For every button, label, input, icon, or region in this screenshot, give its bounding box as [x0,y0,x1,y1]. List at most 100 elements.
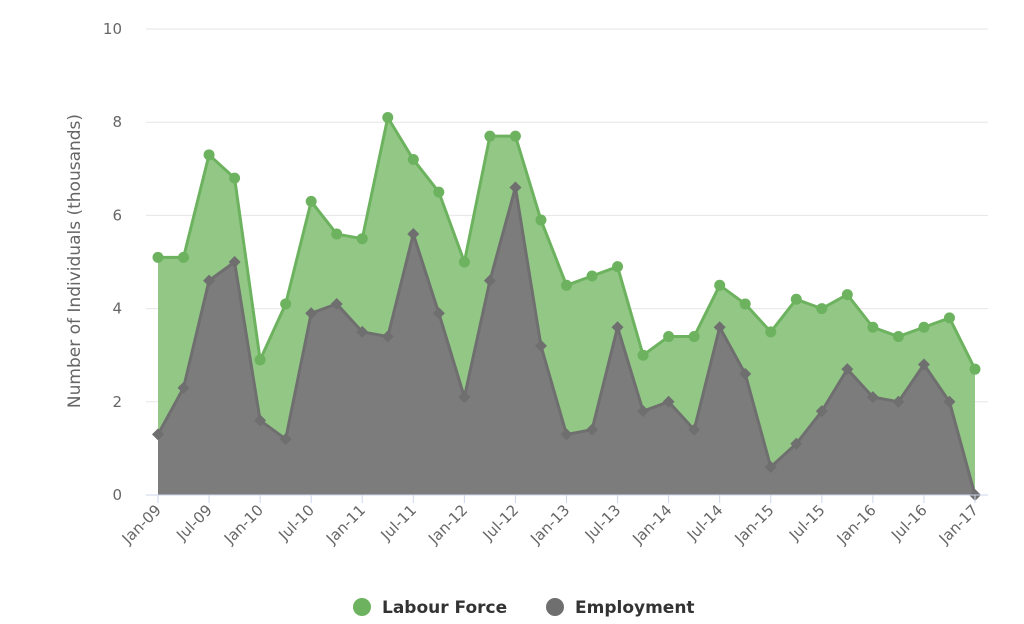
legend-label-labour-force: Labour Force [382,598,507,618]
point-employment[interactable] [841,363,854,376]
point-labour-force[interactable] [867,321,879,333]
point-employment[interactable] [892,395,905,408]
point-employment[interactable] [458,391,471,404]
point-employment[interactable] [203,274,216,287]
point-employment[interactable] [815,405,828,418]
x-tick-label: Jul-12 [479,501,523,545]
y-tick-label: 10 [103,20,122,38]
point-labour-force[interactable] [433,186,445,198]
point-employment[interactable] [713,321,726,334]
y-tick-label: 0 [112,486,122,504]
point-labour-force[interactable] [816,303,828,315]
point-employment[interactable] [943,395,956,408]
x-tick-labels: Jan-09 Jul-09 Jan-10 Jul-10 Jan-11 Jul-11 Jan-… [118,501,982,548]
x-tick-label: Jul-13 [581,501,625,545]
point-employment[interactable] [509,181,522,194]
legend-item-employment[interactable]: Employment [546,598,695,618]
point-labour-force[interactable] [969,363,981,375]
point-labour-force[interactable] [152,251,164,263]
x-tick-label: Jan-14 [628,501,675,548]
y-tick-labels: 0 2 4 6 8 10 [103,20,122,504]
point-employment[interactable] [764,461,777,474]
point-labour-force[interactable] [841,289,853,301]
point-employment[interactable] [637,405,650,418]
x-tick-label: Jul-15 [785,501,829,545]
point-employment[interactable] [330,297,343,310]
point-labour-force[interactable] [714,279,726,291]
x-tick-label: Jul-11 [377,501,421,545]
series-areas [158,117,975,495]
legend-marker-labour-force [353,598,371,616]
legend-marker-employment [546,598,564,616]
x-tick-label: Jan-12 [424,501,471,548]
point-labour-force[interactable] [203,149,215,161]
x-tick-label: Jul-10 [274,501,318,545]
x-tick-label: Jul-09 [172,501,216,545]
point-labour-force[interactable] [280,298,292,310]
legend-label-employment: Employment [575,598,695,618]
point-employment[interactable] [432,307,445,320]
point-employment[interactable] [790,437,803,450]
point-labour-force[interactable] [943,312,955,324]
point-labour-force[interactable] [458,256,470,268]
point-labour-force[interactable] [484,130,496,142]
point-labour-force[interactable] [586,270,598,282]
x-tick-label: Jan-16 [833,501,880,548]
x-tick-label: Jan-10 [220,501,267,548]
point-employment[interactable] [688,423,701,436]
x-tick-label: Jan-13 [526,501,573,548]
point-labour-force[interactable] [561,279,572,291]
x-tick-label: Jul-16 [887,501,931,545]
y-axis-title: Number of Individuals (thousands) [65,114,85,408]
point-labour-force[interactable] [356,233,368,245]
point-labour-force[interactable] [637,349,649,361]
y-tick-label: 4 [112,300,122,318]
point-employment[interactable] [739,367,752,380]
point-labour-force[interactable] [254,354,266,366]
y-tick-label: 2 [112,393,122,411]
point-employment[interactable] [356,325,369,338]
point-employment[interactable] [560,428,573,441]
point-employment[interactable] [483,274,496,287]
point-labour-force[interactable] [535,214,547,226]
point-employment[interactable] [662,395,675,408]
point-labour-force[interactable] [918,321,930,333]
point-labour-force[interactable] [509,130,521,142]
point-labour-force[interactable] [688,331,700,343]
point-labour-force[interactable] [739,298,751,310]
point-employment[interactable] [305,307,318,320]
x-tick-label: Jan-17 [935,501,982,548]
area-employment [158,187,975,495]
point-labour-force[interactable] [178,251,190,263]
point-employment[interactable] [917,358,930,371]
point-employment[interactable] [177,381,190,394]
point-labour-force[interactable] [663,331,675,343]
legend: Labour Force Employment [353,598,695,618]
x-tick-label: Jan-11 [322,501,369,548]
point-employment[interactable] [866,391,879,404]
point-labour-force[interactable] [305,195,317,207]
point-employment[interactable] [381,330,394,343]
point-employment[interactable] [254,414,267,427]
point-employment[interactable] [279,433,292,446]
legend-item-labour-force[interactable]: Labour Force [353,598,507,618]
point-employment[interactable] [611,321,624,334]
axes [146,494,988,503]
x-tick-label: Jul-14 [683,501,727,545]
point-labour-force[interactable] [229,172,241,184]
series-markers [152,112,981,501]
point-labour-force[interactable] [765,326,777,338]
point-employment[interactable] [407,228,420,241]
point-labour-force[interactable] [407,153,419,165]
point-employment[interactable] [152,428,164,441]
point-labour-force[interactable] [331,228,343,240]
point-employment[interactable] [228,256,241,268]
point-labour-force[interactable] [612,261,624,273]
x-tick-label: Jan-09 [118,501,165,548]
point-employment[interactable] [534,339,547,352]
point-employment[interactable] [586,423,599,436]
point-labour-force[interactable] [382,112,394,124]
point-labour-force[interactable] [892,331,904,343]
point-labour-force[interactable] [790,293,802,305]
